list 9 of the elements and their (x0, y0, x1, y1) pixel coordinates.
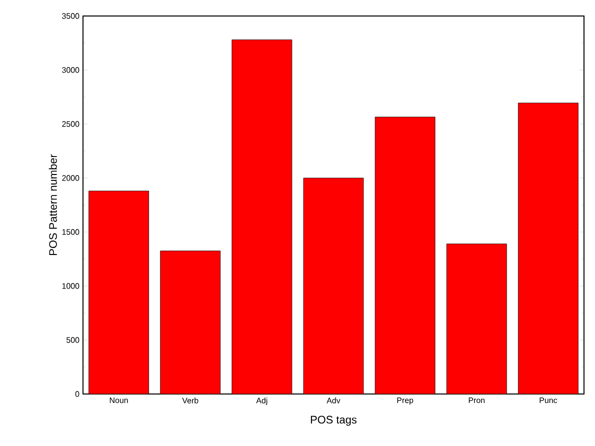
bar (88, 190, 149, 394)
bar (232, 40, 292, 394)
bar (304, 178, 364, 394)
bar (518, 102, 578, 394)
y-axis-title: POS Pattern number (48, 154, 57, 255)
bar (160, 250, 220, 394)
x-axis-title: POS tags (310, 416, 357, 426)
bar (375, 116, 436, 394)
bar (446, 244, 507, 394)
